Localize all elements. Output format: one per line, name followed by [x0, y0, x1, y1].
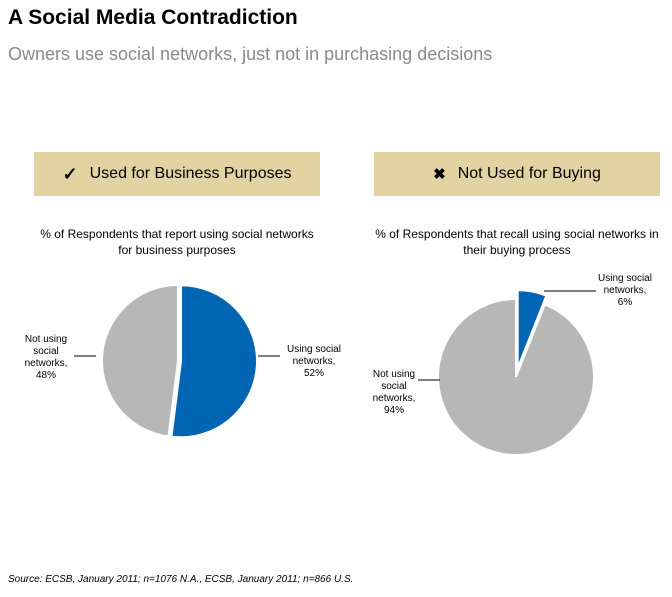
- chart-title-buying: % of Respondents that recall using socia…: [375, 227, 659, 257]
- business-slice-using: [170, 284, 258, 439]
- page-title: A Social Media Contradiction: [8, 6, 298, 29]
- pie-chart-business: [101, 283, 258, 439]
- panel-heading-buying: Not Used for Buying: [457, 165, 601, 182]
- business-slice-not-using: [101, 283, 179, 438]
- panel-header-business: ✓ Used for Business Purposes: [34, 152, 320, 196]
- panel-header-buying: ✖ Not Used for Buying: [374, 152, 660, 196]
- slice-label-buying-using: Using social networks, 6%: [598, 273, 652, 308]
- slice-label-business-not-using: Not using social networks, 48%: [24, 334, 68, 381]
- page-subtitle: Owners use social networks, just not in …: [8, 44, 493, 64]
- cross-icon: ✖: [433, 166, 446, 183]
- buying-slice-using: [516, 289, 548, 369]
- panel-heading-business: Used for Business Purposes: [89, 165, 292, 182]
- source-note: Source: ECSB, January 2011; n=1076 N.A.,…: [8, 574, 354, 585]
- chart-title-business: % of Respondents that report using socia…: [40, 227, 314, 257]
- buying-slice-not-using: [437, 297, 595, 456]
- slice-label-buying-not-using: Not using social networks, 94%: [372, 369, 416, 416]
- checkmark-icon: ✓: [62, 163, 78, 184]
- slice-label-business-using: Using social networks, 52%: [287, 344, 341, 379]
- pie-chart-buying: [437, 289, 595, 456]
